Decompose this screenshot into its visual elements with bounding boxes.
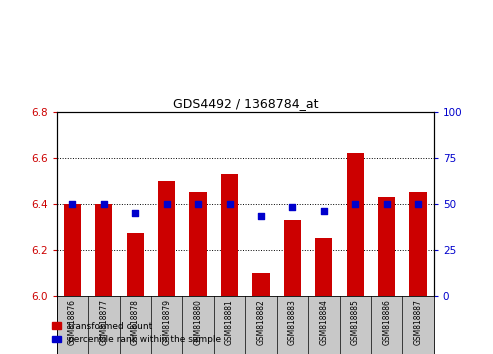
Bar	[189, 192, 207, 296]
Bar	[252, 273, 270, 296]
Point	[194, 201, 202, 206]
Text: GSM818886: GSM818886	[382, 299, 391, 346]
Point	[69, 201, 76, 206]
Text: GSM818876: GSM818876	[68, 299, 77, 346]
Bar	[95, 204, 112, 296]
Text: GSM818882: GSM818882	[256, 299, 266, 345]
Bar	[127, 234, 144, 296]
Point	[352, 201, 359, 206]
Point	[288, 204, 296, 210]
Text: GSM818880: GSM818880	[194, 299, 203, 346]
Bar	[347, 153, 364, 296]
Point	[320, 208, 328, 214]
Bar	[221, 173, 238, 296]
Text: GSM818881: GSM818881	[225, 299, 234, 345]
Bar	[158, 181, 176, 296]
Title: GDS4492 / 1368784_at: GDS4492 / 1368784_at	[173, 97, 318, 110]
Point	[163, 201, 171, 206]
Legend: transformed count, percentile rank within the sample: transformed count, percentile rank withi…	[49, 318, 225, 348]
Point	[131, 210, 139, 216]
Point	[100, 201, 108, 206]
Point	[414, 201, 422, 206]
Point	[383, 201, 390, 206]
Text: GSM818878: GSM818878	[131, 299, 140, 346]
Text: GSM818883: GSM818883	[288, 299, 297, 346]
Point	[257, 213, 265, 219]
Bar	[284, 219, 301, 296]
Point	[226, 201, 234, 206]
Bar	[410, 192, 427, 296]
Text: GSM818884: GSM818884	[319, 299, 328, 346]
Text: GSM818887: GSM818887	[414, 299, 423, 346]
Bar	[64, 204, 81, 296]
Text: GSM818885: GSM818885	[351, 299, 360, 346]
Bar	[378, 196, 395, 296]
Bar	[315, 238, 332, 296]
Text: GSM818877: GSM818877	[99, 299, 108, 346]
Text: GSM818879: GSM818879	[162, 299, 171, 346]
